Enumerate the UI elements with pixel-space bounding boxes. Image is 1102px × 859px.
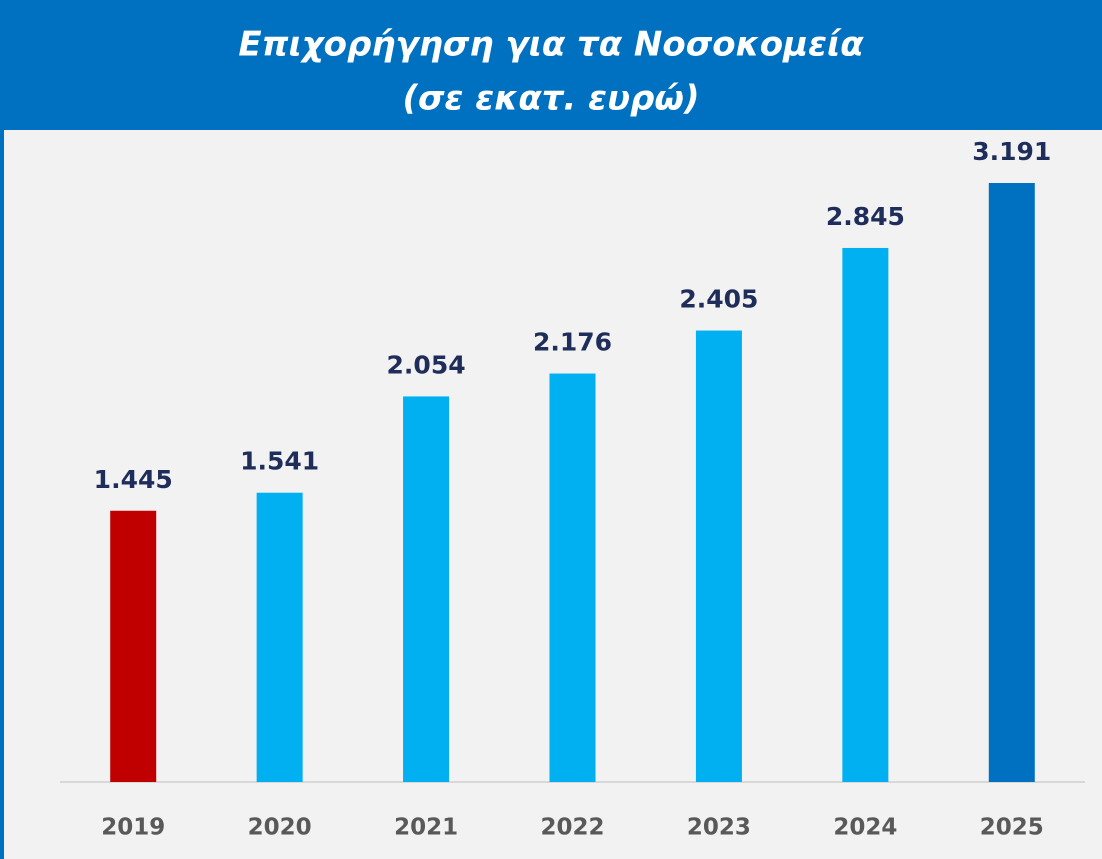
bar xyxy=(110,510,157,782)
value-label: 2.405 xyxy=(679,285,758,314)
chart-title: Επιχορήγηση για τα Νοσοκομεία xyxy=(238,25,864,65)
chart-subtitle: (σε εκατ. ευρώ) xyxy=(403,79,700,119)
value-label: 2.176 xyxy=(533,328,612,357)
x-tick-label: 2024 xyxy=(833,815,897,841)
bar xyxy=(403,396,450,782)
value-label: 3.191 xyxy=(972,137,1051,166)
bar xyxy=(842,247,889,783)
bar xyxy=(988,183,1035,782)
value-label: 1.541 xyxy=(240,447,319,476)
value-label: 1.445 xyxy=(94,465,173,494)
value-label: 2.845 xyxy=(826,202,905,231)
x-tick-label: 2023 xyxy=(687,815,751,841)
x-tick-label: 2021 xyxy=(394,815,458,841)
x-tick-label: 2020 xyxy=(248,815,312,841)
x-tick-label: 2022 xyxy=(540,815,604,841)
bar xyxy=(549,373,596,782)
left-border xyxy=(0,130,4,859)
x-tick-label: 2019 xyxy=(101,815,165,841)
value-label: 2.054 xyxy=(387,350,466,379)
bar xyxy=(256,492,303,782)
x-tick-label: 2025 xyxy=(980,815,1044,841)
bar xyxy=(695,330,742,782)
header-band xyxy=(0,0,1102,130)
